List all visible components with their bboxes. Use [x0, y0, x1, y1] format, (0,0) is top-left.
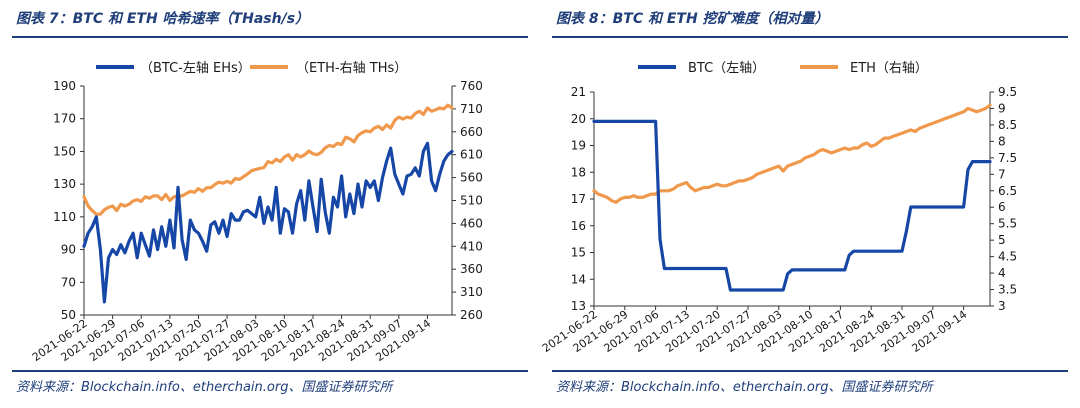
y-right-tick-label: 560 [460, 171, 483, 185]
chart-panel-difficulty: 图表 8：BTC 和 ETH 挖矿难度（相对量） 13 14 15 16 17 18 19 2… [540, 0, 1080, 408]
y-left-tick-label: 18 [571, 165, 586, 179]
y-right-tick-label: 5.5 [998, 217, 1017, 231]
y-right-tick-label: 310 [460, 285, 483, 299]
y-left-tick-label: 21 [571, 85, 586, 99]
title-rule [552, 36, 1068, 38]
legend-label: ETH（右轴） [850, 61, 928, 76]
y-left-tick-label: 170 [53, 112, 76, 126]
source-note: 资料来源：Blockchain.info、etherchain.org、国盛证券… [556, 380, 933, 395]
y-right-tick-label: 6.5 [998, 184, 1017, 198]
y-right-tick-label: 460 [460, 216, 483, 230]
y-right-tick-label: 7 [998, 167, 1006, 181]
y-right-tick-label: 5 [998, 233, 1006, 247]
btc-series-line [592, 119, 992, 292]
y-left-tick-label: 15 [571, 246, 586, 260]
title-rule [12, 36, 528, 38]
y-right-tick-label: 9 [998, 101, 1006, 115]
y-right-tick-label: 3.5 [998, 283, 1017, 297]
btc-series-line [82, 141, 454, 304]
y-right-tick-label: 4 [998, 266, 1006, 280]
y-left-tick-label: 20 [571, 112, 586, 126]
chart-panel-hashrate: 图表 7：BTC 和 ETH 哈希速率（THash/s） 50 70 90 110 13… [12, 11, 528, 395]
y-right-tick-label: 410 [460, 239, 483, 253]
y-right-tick-label: 6 [998, 200, 1006, 214]
y-right-tick-label: 610 [460, 148, 483, 162]
y-left-tick-label: 13 [571, 299, 586, 313]
y-right-tick-label: 3 [998, 299, 1006, 313]
figure-title: 图表 8：BTC 和 ETH 挖矿难度（相对量） [556, 11, 829, 27]
y-right-tick-label: 8 [998, 134, 1006, 148]
y-left-tick-label: 70 [61, 275, 76, 289]
y-left-tick-label: 130 [53, 177, 76, 191]
y-left-tick-label: 50 [61, 308, 76, 322]
legend-label: （ETH-右轴 THs） [296, 61, 407, 76]
y-left-tick-label: 190 [53, 79, 76, 93]
eth-series-line [592, 103, 992, 204]
source-rule [552, 370, 1068, 372]
source-note: 资料来源：Blockchain.info、etherchain.org、国盛证券… [16, 380, 393, 395]
y-right-tick-label: 9.5 [998, 85, 1017, 99]
y-right-tick-label: 660 [460, 125, 483, 139]
source-rule [12, 370, 528, 372]
eth-series-line [82, 103, 454, 216]
y-left-tick-label: 19 [571, 139, 586, 153]
difficulty-line-chart: 13 14 15 16 17 18 19 20 21 3 3.5 4 4.5 5 5.5 6 6.5 7 7.5 8 8… [540, 61, 1017, 355]
y-right-tick-label: 260 [460, 308, 483, 322]
y-right-tick-label: 710 [460, 102, 483, 116]
y-left-tick-label: 14 [571, 272, 586, 286]
y-left-tick-label: 16 [571, 219, 586, 233]
y-left-tick-label: 17 [571, 192, 586, 206]
y-left-tick-label: 90 [61, 243, 76, 257]
figure-title: 图表 7：BTC 和 ETH 哈希速率（THash/s） [16, 11, 310, 27]
y-left-tick-label: 150 [53, 144, 76, 158]
hashrate-line-chart: 50 70 90 110 130 150 170 190 260 310 360 410 460 510 5… [30, 61, 483, 364]
legend-label: BTC（左轴） [688, 61, 765, 76]
y-right-tick-label: 7.5 [998, 151, 1017, 165]
y-right-tick-label: 510 [460, 194, 483, 208]
y-right-tick-label: 760 [460, 79, 483, 93]
y-right-tick-label: 4.5 [998, 250, 1017, 264]
y-right-tick-label: 360 [460, 262, 483, 276]
y-left-tick-label: 110 [53, 210, 76, 224]
y-right-tick-label: 8.5 [998, 118, 1017, 132]
legend-label: （BTC-左轴 EHs） [140, 61, 251, 76]
